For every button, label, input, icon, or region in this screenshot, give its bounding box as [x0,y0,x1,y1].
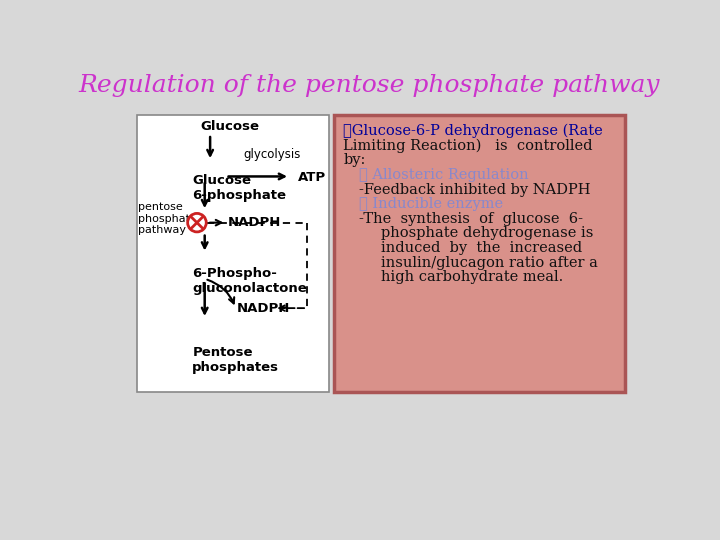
Text: -Feedback inhibited by NADPH: -Feedback inhibited by NADPH [359,183,590,197]
Text: induced  by  the  increased: induced by the increased [381,241,582,255]
Text: Limiting Reaction)   is  controlled: Limiting Reaction) is controlled [343,139,593,153]
Text: NADPH: NADPH [228,216,282,229]
Text: Regulation of the pentose phosphate pathway: Regulation of the pentose phosphate path… [78,74,660,97]
Text: ATP: ATP [297,172,326,185]
FancyBboxPatch shape [334,115,625,392]
Text: high carbohydrate meal.: high carbohydrate meal. [381,271,563,285]
Text: NADPH: NADPH [238,302,291,315]
Text: Glucose: Glucose [201,119,260,132]
Text: pentose
phosphate
pathway: pentose phosphate pathway [138,202,197,235]
Text: Glucose
6-phosphate: Glucose 6-phosphate [192,174,287,202]
Text: glycolysis: glycolysis [243,148,301,161]
Text: insulin/glucagon ratio after a: insulin/glucagon ratio after a [381,256,598,270]
Text: -The  synthesis  of  glucose  6-: -The synthesis of glucose 6- [359,212,583,226]
Text: phosphate dehydrogenase is: phosphate dehydrogenase is [381,226,593,240]
Text: 6-Phospho-
gluconolactone: 6-Phospho- gluconolactone [192,267,307,295]
Circle shape [188,213,206,232]
Text: by:: by: [343,153,366,167]
Text: Pentose
phosphates: Pentose phosphates [192,346,279,374]
Text: ❖ Inducible enzyme: ❖ Inducible enzyme [359,197,503,211]
FancyBboxPatch shape [137,115,329,392]
Text: ✓Glucose-6-P dehydrogenase (Rate: ✓Glucose-6-P dehydrogenase (Rate [343,124,603,138]
Text: ❖ Allosteric Regulation: ❖ Allosteric Regulation [359,168,528,182]
